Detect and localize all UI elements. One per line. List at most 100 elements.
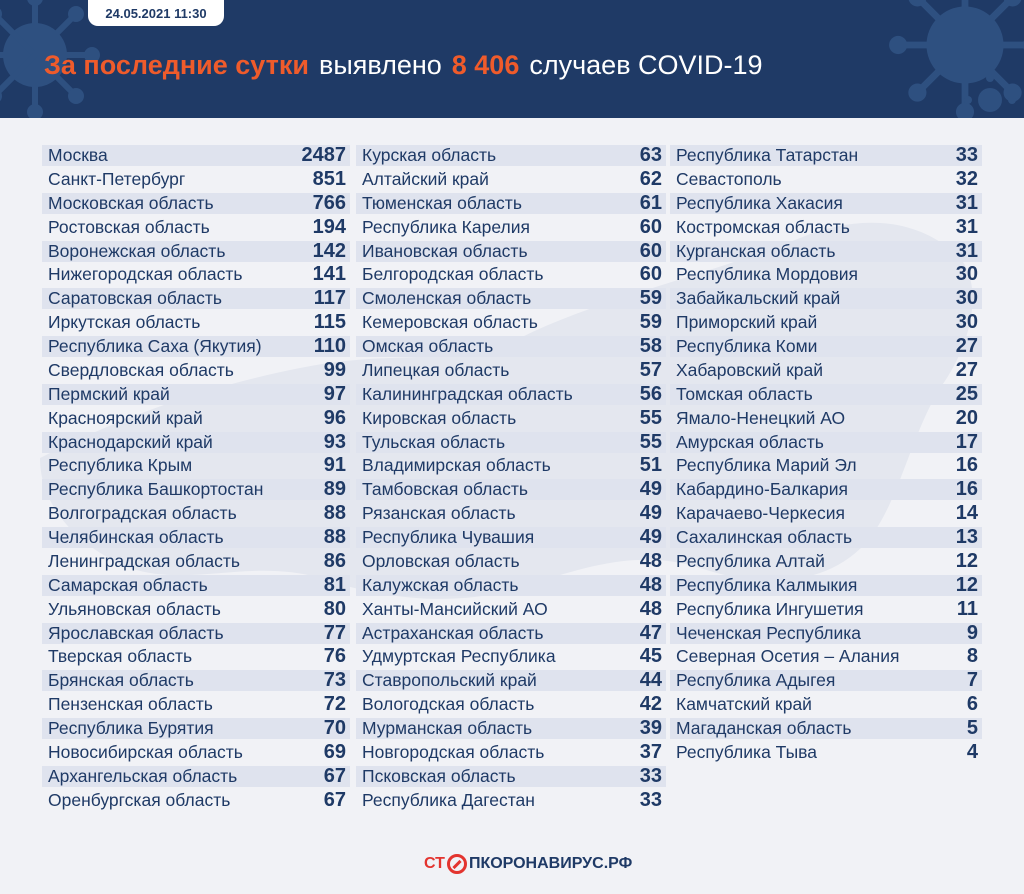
table-row: Воронежская область 142 bbox=[42, 240, 350, 262]
table-row: Тульская область 55 bbox=[356, 430, 666, 453]
region-name: Ямало-Ненецкий АО bbox=[676, 407, 846, 428]
case-count: 51 bbox=[639, 454, 662, 477]
case-count: 49 bbox=[639, 478, 662, 501]
region-name: Республика Татарстан bbox=[676, 145, 859, 165]
table-row: Приморский край 30 bbox=[670, 311, 982, 334]
table-row: Ростовская область 194 bbox=[42, 215, 350, 238]
case-count: 4 bbox=[966, 740, 978, 763]
case-count: 48 bbox=[639, 597, 662, 620]
case-count: 61 bbox=[639, 191, 662, 214]
case-count: 72 bbox=[323, 693, 346, 716]
headline-tail: случаев COVID-19 bbox=[529, 50, 763, 80]
region-name: Рязанская область bbox=[362, 503, 516, 524]
case-count: 9 bbox=[966, 621, 978, 644]
table-row: Республика Алтай 12 bbox=[670, 549, 982, 572]
region-name: Владимирская область bbox=[362, 455, 551, 476]
case-count: 30 bbox=[955, 311, 978, 334]
region-name: Белгородская область bbox=[362, 264, 544, 285]
case-count: 20 bbox=[955, 406, 978, 429]
table-row: Псковская область 33 bbox=[356, 764, 666, 787]
table-row: Новгородская область 37 bbox=[356, 740, 666, 763]
case-count: 12 bbox=[955, 573, 978, 596]
case-count: 55 bbox=[639, 406, 662, 429]
virus-icon bbox=[964, 74, 1016, 112]
table-row: Сахалинская область 13 bbox=[670, 526, 982, 548]
region-name: Саратовская область bbox=[48, 288, 222, 309]
table-row: Брянская область 73 bbox=[42, 669, 350, 692]
case-count: 81 bbox=[323, 573, 346, 596]
table-row: Новосибирская область 69 bbox=[42, 741, 350, 763]
region-name: Пензенская область bbox=[48, 694, 213, 715]
case-count: 194 bbox=[312, 215, 346, 238]
region-name: Республика Саха (Якутия) bbox=[48, 336, 262, 356]
page-title: За последние сутки выявлено 8 406 случае… bbox=[44, 50, 763, 86]
headline-accent: За последние сутки bbox=[44, 50, 309, 80]
table-row: Омская область 58 bbox=[356, 335, 666, 357]
table-row: Амурская область 17 bbox=[670, 431, 982, 453]
region-name: Ханты-Мансийский АО bbox=[362, 598, 548, 619]
case-count: 70 bbox=[323, 717, 346, 739]
case-count: 12 bbox=[955, 549, 978, 572]
region-name: Магаданская область bbox=[676, 718, 852, 738]
table-row: Хабаровский край 27 bbox=[670, 359, 982, 381]
case-count: 89 bbox=[323, 478, 346, 501]
region-name: Курганская область bbox=[676, 240, 836, 261]
region-name: Тюменская область bbox=[362, 192, 522, 213]
table-row: Республика Марий Эл 16 bbox=[670, 454, 982, 477]
case-count: 16 bbox=[955, 478, 978, 501]
table-row: Пермский край 97 bbox=[42, 383, 350, 405]
region-name: Забайкальский край bbox=[676, 288, 841, 309]
region-name: Ивановская область bbox=[362, 240, 528, 261]
case-count: 16 bbox=[955, 454, 978, 477]
table-row: Саратовская область 117 bbox=[42, 287, 350, 310]
table-row: Волгоградская область 88 bbox=[42, 502, 350, 524]
case-count: 73 bbox=[323, 669, 346, 692]
region-name: Республика Адыгея bbox=[676, 670, 836, 691]
case-count: 37 bbox=[639, 740, 662, 763]
table-row: Республика Адыгея 7 bbox=[670, 669, 982, 692]
region-name: Вологодская область bbox=[362, 694, 535, 715]
case-count: 99 bbox=[323, 358, 346, 381]
case-count: 91 bbox=[323, 454, 346, 477]
stopcoronavirus-logo: СТ ПКОРОНАВИРУС.РФ bbox=[424, 852, 632, 876]
table-row: Республика Чувашия 49 bbox=[356, 526, 666, 548]
regions-column-1: Москва 2487 Санкт-Петербург 851 Московская о… bbox=[42, 144, 350, 814]
table-row: Чеченская Республика 9 bbox=[670, 621, 982, 644]
table-row: Удмуртская Республика 45 bbox=[356, 645, 666, 667]
case-count: 77 bbox=[323, 621, 346, 644]
case-count: 7 bbox=[966, 669, 978, 692]
region-name: Сахалинская область bbox=[676, 527, 853, 547]
region-name: Московская область bbox=[48, 192, 214, 213]
region-name: Ставропольский край bbox=[362, 670, 537, 691]
header-banner: 24.05.2021 11:30 За последние сутки выяв… bbox=[0, 0, 1024, 118]
region-name: Омская область bbox=[362, 336, 494, 356]
case-count: 60 bbox=[639, 239, 662, 262]
region-name: Кемеровская область bbox=[362, 312, 538, 333]
case-count: 33 bbox=[639, 764, 662, 787]
table-row: Белгородская область 60 bbox=[356, 263, 666, 285]
region-name: Республика Дагестан bbox=[362, 789, 535, 810]
table-row: Республика Саха (Якутия) 110 bbox=[42, 335, 350, 357]
region-name: Республика Мордовия bbox=[676, 264, 858, 285]
region-name: Камчатский край bbox=[676, 694, 812, 715]
case-count: 42 bbox=[639, 693, 662, 716]
case-count: 48 bbox=[639, 573, 662, 596]
table-row: Санкт-Петербург 851 bbox=[42, 168, 350, 190]
table-row: Москва 2487 bbox=[42, 144, 350, 166]
region-name: Мурманская область bbox=[362, 718, 533, 738]
case-count: 48 bbox=[639, 549, 662, 572]
region-name: Нижегородская область bbox=[48, 264, 243, 285]
region-name: Ленинградская область bbox=[48, 550, 241, 571]
virus-icon bbox=[889, 0, 1024, 118]
table-row: Ивановская область 60 bbox=[356, 239, 666, 262]
table-row: Республика Дагестан 33 bbox=[356, 789, 666, 811]
regions-column-3: Республика Татарстан 33 Севастополь 32 Респу… bbox=[670, 144, 982, 766]
table-row: Московская область 766 bbox=[42, 192, 350, 214]
table-row: Ставропольский край 44 bbox=[356, 669, 666, 692]
table-row: Тамбовская область 49 bbox=[356, 478, 666, 501]
case-count: 55 bbox=[639, 430, 662, 453]
case-count: 44 bbox=[639, 669, 662, 692]
case-count: 31 bbox=[955, 215, 978, 238]
region-name: Тульская область bbox=[362, 431, 506, 452]
case-count: 31 bbox=[955, 191, 978, 214]
